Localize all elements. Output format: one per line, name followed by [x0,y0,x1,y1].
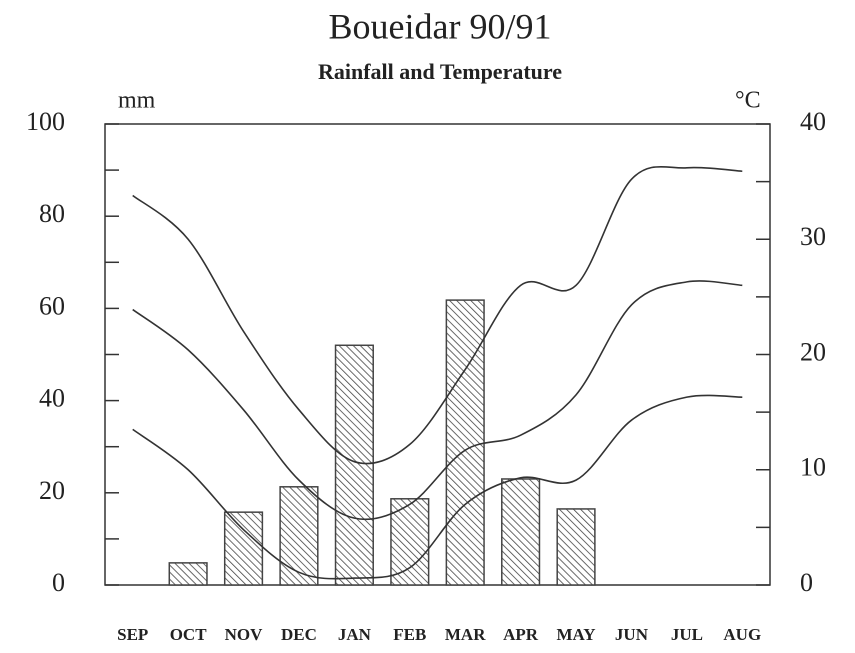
y-tick-label: 60 [39,291,65,320]
x-tick-label: DEC [281,625,317,644]
x-tick-label: AUG [723,625,761,644]
y-tick-label: 80 [39,199,65,228]
temperature-line [132,394,743,580]
bar [334,344,374,586]
x-tick-label: FEB [393,625,426,644]
bar [556,508,596,586]
y2-axis-label: °C [735,88,761,114]
x-tick-label: NOV [225,625,264,644]
bar [445,299,485,586]
x-tick-label: APR [503,625,539,644]
x-tick-label: OCT [170,625,208,644]
x-tick-label: SEP [117,625,148,644]
y2-tick-label: 40 [800,107,826,136]
y2-tick-label: 30 [800,222,826,251]
x-tick-label: JUL [671,625,703,644]
x-tick-label: MAY [557,625,596,644]
y-tick-label: 0 [52,568,65,597]
y-tick-label: 20 [39,476,65,505]
x-tick-label: JUN [615,625,649,644]
temperature-line [132,280,743,521]
y-axis-label: mm [118,88,156,114]
y2-tick-label: 10 [800,453,826,482]
bar [390,498,430,586]
x-tick-label: JAN [338,625,372,644]
chart-subtitle: Rainfall and Temperature [318,59,562,84]
bar [501,478,541,586]
y-tick-label: 40 [39,384,65,413]
y-tick-label: 100 [26,107,65,136]
y2-tick-label: 0 [800,568,813,597]
y2-tick-label: 20 [800,337,826,366]
bar [279,486,319,586]
chart-title: Boueidar 90/91 [329,6,552,46]
plot-frame [104,123,771,586]
bar [223,511,264,586]
temperature-line [132,165,743,465]
x-tick-label: MAR [445,625,486,644]
bar [168,562,208,586]
